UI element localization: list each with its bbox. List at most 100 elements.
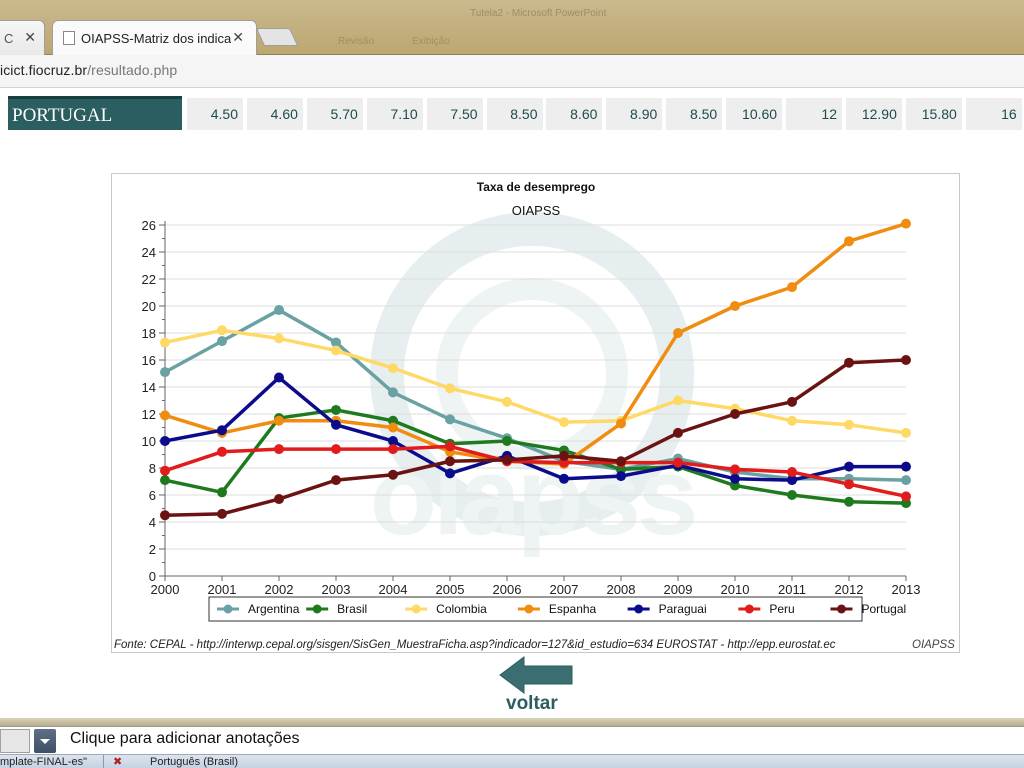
table-cell: 15.80 (905, 98, 962, 130)
data-point (388, 444, 398, 455)
y-tick-label: 2 (149, 542, 156, 557)
notes-pane[interactable]: Clique para adicionar anotações (0, 726, 1024, 754)
data-point (274, 372, 284, 383)
data-point (901, 491, 911, 502)
x-tick-label: 2005 (436, 582, 465, 597)
address-path: /resultado.php (87, 62, 178, 78)
data-point (787, 490, 797, 500)
x-tick-label: 2011 (778, 582, 806, 597)
table-cell: 7.10 (366, 98, 423, 130)
data-point (502, 396, 512, 407)
address-url[interactable]: icict.fiocruz.br/resultado.php (0, 62, 177, 78)
source-note: Fonte: CEPAL - http://interwp.cepal.org/… (114, 639, 960, 655)
y-tick-label: 10 (142, 434, 156, 449)
data-point (388, 469, 398, 480)
back-arrow-icon (499, 656, 573, 694)
x-tick-label: 2003 (322, 582, 351, 597)
close-icon[interactable]: ✕ (24, 29, 36, 45)
data-point (217, 508, 227, 519)
legend-swatch-dot (223, 604, 233, 614)
data-point (217, 336, 227, 347)
data-point (331, 337, 341, 348)
new-tab-button[interactable] (255, 28, 299, 46)
y-tick-label: 26 (142, 218, 156, 233)
data-point (616, 456, 626, 467)
notes-dropdown-button[interactable] (34, 729, 56, 753)
spellcheck-icon[interactable]: ✖ (113, 756, 123, 768)
watermark-ring (370, 212, 694, 536)
table-cell: 12 (786, 98, 842, 130)
address-bar[interactable]: icict.fiocruz.br/resultado.php (0, 55, 1024, 88)
data-point (901, 427, 911, 438)
legend-swatch-dot (836, 604, 846, 614)
powerpoint-window-title: Tutela2 - Microsoft PowerPoint (470, 8, 607, 19)
y-tick-label: 6 (149, 488, 156, 503)
y-tick-label: 16 (142, 353, 156, 368)
table-cell: 8.90 (606, 98, 663, 130)
data-point (445, 414, 455, 425)
ppt-menu-item: Revisão (338, 36, 375, 47)
tab-previous[interactable]: C ✕ (0, 20, 45, 55)
data-point (160, 475, 170, 486)
data-point (160, 367, 170, 378)
table-cell: 12.90 (845, 98, 902, 130)
data-point (160, 465, 170, 476)
data-point (844, 461, 854, 472)
data-point (331, 345, 341, 356)
legend-swatch-dot (411, 604, 421, 614)
data-point (274, 333, 284, 344)
tab-previous-title: C (4, 30, 14, 46)
notes-side-box (0, 729, 30, 753)
data-point (730, 464, 740, 475)
watermark-text: oiapss (370, 435, 694, 558)
data-point (787, 282, 797, 293)
chart-title: Taxa de desemprego (477, 180, 596, 194)
y-tick-label: 18 (142, 326, 156, 341)
data-point (274, 305, 284, 316)
tab-oiapss[interactable]: OIAPSS-Matriz dos indicadores ✕ (52, 20, 257, 55)
country-label: PORTUGAL (8, 96, 182, 130)
legend-label: Brasil (337, 602, 367, 616)
notes-placeholder[interactable]: Clique para adicionar anotações (70, 730, 300, 747)
y-tick-label: 22 (142, 272, 156, 287)
notes-splitter[interactable] (0, 718, 1024, 726)
data-point (730, 473, 740, 484)
x-tick-label: 2007 (550, 582, 579, 597)
legend-label: Paraguai (659, 602, 707, 616)
data-point (730, 301, 740, 311)
source-overlap-text: OIAPSS (912, 639, 955, 651)
chevron-down-icon (40, 739, 50, 744)
data-point (673, 328, 683, 338)
table-cell: 5.70 (306, 98, 363, 130)
data-point (559, 450, 569, 461)
data-point (787, 415, 797, 426)
data-point (445, 383, 455, 394)
table-cell: 16 (965, 98, 1022, 130)
data-point (331, 444, 341, 455)
chart-legend: Argentina Brasil Colombia Espanha Paraguai Pe… (208, 596, 906, 622)
x-tick-label: 2000 (151, 582, 180, 597)
data-point (673, 395, 683, 406)
x-tick-label: 2009 (664, 582, 693, 597)
data-point (274, 415, 284, 426)
close-icon[interactable]: ✕ (232, 29, 244, 45)
status-divider (103, 755, 104, 768)
status-language[interactable]: Português (Brasil) (150, 756, 239, 768)
data-point (787, 475, 797, 486)
data-point (160, 337, 170, 348)
data-point (901, 461, 911, 472)
data-point (844, 419, 854, 430)
x-tick-label: 2012 (835, 582, 864, 597)
legend-swatch-dot (634, 604, 644, 614)
y-tick-label: 24 (142, 245, 156, 260)
back-button[interactable]: voltar (496, 655, 582, 715)
table-cell: 8.50 (666, 98, 723, 130)
y-tick-label: 8 (149, 461, 156, 476)
back-label: voltar (506, 693, 558, 714)
data-point (274, 494, 284, 505)
legend-label: Portugal (861, 602, 906, 616)
oiapss-watermark: oiapss (370, 212, 698, 558)
table-cell: 7.50 (426, 98, 483, 130)
x-tick-label: 2006 (493, 582, 522, 597)
